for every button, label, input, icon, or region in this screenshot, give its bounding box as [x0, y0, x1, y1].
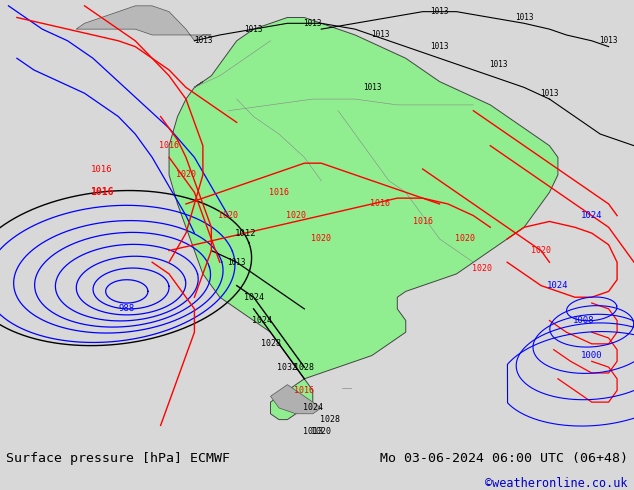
Text: 1024: 1024 — [581, 211, 602, 220]
Text: 1012: 1012 — [235, 229, 256, 238]
Text: Surface pressure [hPa] ECMWF: Surface pressure [hPa] ECMWF — [6, 452, 230, 465]
Text: 1020: 1020 — [531, 246, 551, 255]
Text: 1013: 1013 — [303, 427, 323, 436]
Text: 1013: 1013 — [540, 89, 559, 98]
Text: 1020: 1020 — [311, 427, 331, 436]
Text: Mo 03-06-2024 06:00 UTC (06+48): Mo 03-06-2024 06:00 UTC (06+48) — [380, 452, 628, 465]
Text: 1013: 1013 — [244, 24, 263, 34]
Text: 1020: 1020 — [286, 211, 306, 220]
Text: 1028: 1028 — [294, 363, 314, 371]
Text: 1028: 1028 — [320, 415, 340, 424]
Text: 1008: 1008 — [573, 316, 594, 325]
Text: 1013: 1013 — [515, 13, 533, 22]
Polygon shape — [76, 6, 211, 41]
Text: ©weatheronline.co.uk: ©weatheronline.co.uk — [485, 477, 628, 490]
Text: 1013: 1013 — [599, 36, 618, 45]
Text: 1016: 1016 — [294, 386, 314, 395]
Text: 1016: 1016 — [159, 141, 179, 150]
Polygon shape — [271, 385, 321, 414]
Text: 1016: 1016 — [413, 217, 432, 226]
Text: 1016: 1016 — [370, 199, 391, 208]
Text: 1013: 1013 — [489, 60, 508, 69]
Text: 1020: 1020 — [176, 171, 196, 179]
Text: 1024: 1024 — [252, 316, 272, 325]
Text: 1013: 1013 — [228, 258, 246, 267]
Polygon shape — [169, 18, 558, 419]
Text: 1024: 1024 — [243, 293, 264, 302]
Text: 1013: 1013 — [193, 36, 212, 45]
Text: 1013: 1013 — [363, 83, 381, 92]
Text: 1013: 1013 — [304, 19, 322, 28]
Text: 1020: 1020 — [472, 264, 492, 272]
Text: 1000: 1000 — [581, 351, 602, 360]
Text: 1024: 1024 — [303, 403, 323, 413]
Text: 1024: 1024 — [547, 281, 569, 290]
Text: 1013: 1013 — [371, 30, 390, 40]
Text: 1016: 1016 — [91, 165, 112, 173]
Text: 1016: 1016 — [89, 187, 113, 197]
Text: 1020: 1020 — [311, 234, 331, 244]
Text: 1028: 1028 — [261, 340, 280, 348]
Text: 1020: 1020 — [455, 234, 475, 244]
Text: 1020: 1020 — [218, 211, 238, 220]
Text: 988: 988 — [119, 304, 135, 314]
Text: 1013: 1013 — [430, 7, 449, 16]
Text: 1032: 1032 — [278, 363, 297, 371]
Text: 1013: 1013 — [430, 42, 449, 51]
Text: 1016: 1016 — [269, 188, 289, 197]
